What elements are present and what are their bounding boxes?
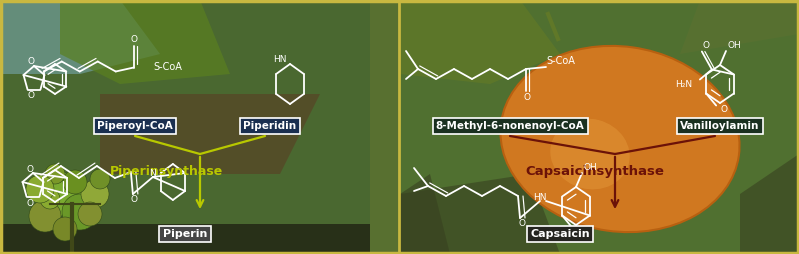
Polygon shape <box>400 174 560 254</box>
Circle shape <box>38 172 82 216</box>
Text: Vanilloylamin: Vanilloylamin <box>680 121 760 131</box>
Text: O: O <box>27 91 34 101</box>
Text: O: O <box>130 35 137 44</box>
Text: O: O <box>27 57 34 67</box>
Text: Capsaicinsynthase: Capsaicinsynthase <box>525 166 664 179</box>
Text: S-CoA: S-CoA <box>546 56 574 66</box>
Text: S-CoA: S-CoA <box>153 62 183 72</box>
Circle shape <box>40 189 60 209</box>
Polygon shape <box>60 0 230 84</box>
Text: Piperin: Piperin <box>163 229 207 239</box>
Polygon shape <box>740 154 799 254</box>
Ellipse shape <box>551 119 630 189</box>
Text: OH: OH <box>584 163 598 171</box>
Circle shape <box>45 164 65 184</box>
Bar <box>400 0 799 254</box>
Polygon shape <box>680 0 799 54</box>
Bar <box>0 0 400 254</box>
Text: H₂N: H₂N <box>674 80 692 89</box>
Text: O: O <box>26 165 34 173</box>
Text: O: O <box>702 41 710 50</box>
Text: Piperidin: Piperidin <box>244 121 296 131</box>
Text: HN: HN <box>533 193 547 201</box>
Text: O: O <box>576 227 583 236</box>
Ellipse shape <box>500 46 740 232</box>
Circle shape <box>81 180 109 208</box>
Polygon shape <box>0 0 160 74</box>
Text: O: O <box>130 196 137 204</box>
Text: Piperinsynthase: Piperinsynthase <box>110 166 223 179</box>
Circle shape <box>53 217 77 241</box>
Circle shape <box>62 194 98 230</box>
Circle shape <box>90 169 110 189</box>
Text: N: N <box>149 168 157 178</box>
Polygon shape <box>400 174 450 254</box>
Text: O: O <box>26 198 34 208</box>
Text: Capsaicin: Capsaicin <box>531 229 590 239</box>
Text: O: O <box>519 219 526 229</box>
Text: O: O <box>720 105 727 114</box>
Circle shape <box>78 202 102 226</box>
Text: OH: OH <box>728 40 741 50</box>
Circle shape <box>26 175 54 203</box>
Circle shape <box>29 200 61 232</box>
Text: Piperoyl-CoA: Piperoyl-CoA <box>97 121 173 131</box>
Text: 8-Methyl-6-nonenoyl-CoA: 8-Methyl-6-nonenoyl-CoA <box>435 121 584 131</box>
Text: HN: HN <box>273 55 287 64</box>
Polygon shape <box>370 0 400 254</box>
Text: O: O <box>523 92 531 102</box>
Polygon shape <box>100 94 320 174</box>
Circle shape <box>63 170 87 194</box>
Polygon shape <box>0 224 400 254</box>
Polygon shape <box>400 0 560 84</box>
